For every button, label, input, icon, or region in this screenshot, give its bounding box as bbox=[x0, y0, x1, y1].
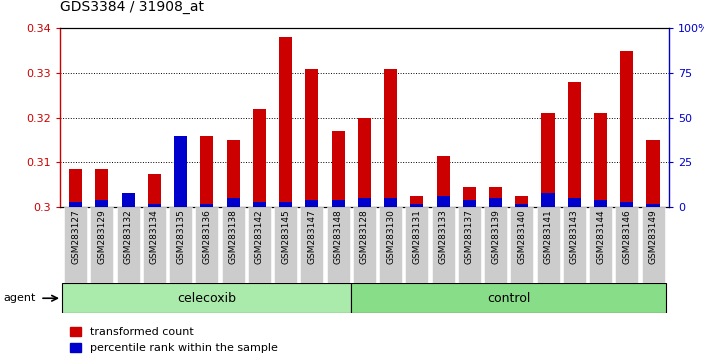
Text: GSM283148: GSM283148 bbox=[334, 209, 343, 264]
Bar bbox=[222, 207, 244, 283]
Bar bbox=[117, 207, 139, 283]
Bar bbox=[248, 207, 271, 283]
Bar bbox=[195, 207, 218, 283]
Text: GSM283147: GSM283147 bbox=[308, 209, 316, 264]
Bar bbox=[358, 198, 371, 207]
Text: GSM283130: GSM283130 bbox=[386, 209, 395, 264]
Bar bbox=[174, 158, 187, 207]
Bar bbox=[567, 82, 581, 207]
Bar bbox=[351, 283, 666, 313]
Bar bbox=[436, 196, 450, 207]
Bar bbox=[463, 200, 476, 207]
Bar bbox=[379, 207, 402, 283]
Bar bbox=[227, 198, 239, 207]
Bar bbox=[69, 169, 82, 207]
Bar bbox=[69, 202, 82, 207]
Bar bbox=[253, 202, 266, 207]
Text: GSM283128: GSM283128 bbox=[360, 209, 369, 264]
Bar bbox=[646, 204, 660, 207]
Text: GSM283137: GSM283137 bbox=[465, 209, 474, 264]
Bar bbox=[594, 113, 607, 207]
Bar bbox=[510, 207, 534, 283]
Bar bbox=[641, 207, 665, 283]
Bar bbox=[541, 193, 555, 207]
Text: GSM283143: GSM283143 bbox=[570, 209, 579, 264]
Bar bbox=[63, 283, 351, 313]
Text: celecoxib: celecoxib bbox=[177, 292, 237, 305]
Bar bbox=[567, 198, 581, 207]
Bar bbox=[410, 196, 423, 207]
Bar bbox=[358, 118, 371, 207]
Bar bbox=[253, 109, 266, 207]
Bar bbox=[95, 200, 108, 207]
Bar bbox=[515, 196, 529, 207]
Text: GSM283133: GSM283133 bbox=[439, 209, 448, 264]
Bar bbox=[306, 69, 318, 207]
Bar bbox=[332, 200, 345, 207]
Text: GSM283146: GSM283146 bbox=[622, 209, 631, 264]
Bar bbox=[353, 207, 376, 283]
Text: GSM283127: GSM283127 bbox=[71, 209, 80, 264]
Text: GSM283129: GSM283129 bbox=[97, 209, 106, 264]
Bar bbox=[489, 198, 502, 207]
Bar bbox=[458, 207, 481, 283]
Text: GSM283141: GSM283141 bbox=[543, 209, 553, 264]
Bar bbox=[406, 207, 428, 283]
Text: GSM283131: GSM283131 bbox=[413, 209, 421, 264]
Bar bbox=[615, 207, 639, 283]
Bar bbox=[148, 204, 161, 207]
Bar bbox=[306, 200, 318, 207]
Bar bbox=[301, 207, 323, 283]
Text: agent: agent bbox=[4, 293, 36, 303]
Text: GSM283145: GSM283145 bbox=[281, 209, 290, 264]
Text: GSM283135: GSM283135 bbox=[176, 209, 185, 264]
Text: GSM283136: GSM283136 bbox=[202, 209, 211, 264]
Text: GSM283142: GSM283142 bbox=[255, 209, 264, 264]
Bar bbox=[594, 200, 607, 207]
Text: GSM283144: GSM283144 bbox=[596, 209, 605, 264]
Bar bbox=[143, 207, 166, 283]
Bar bbox=[279, 202, 292, 207]
Bar bbox=[122, 193, 134, 207]
Bar bbox=[384, 198, 397, 207]
Bar bbox=[332, 131, 345, 207]
Bar bbox=[148, 173, 161, 207]
Bar bbox=[515, 204, 529, 207]
Text: GSM283132: GSM283132 bbox=[124, 209, 132, 264]
Bar bbox=[327, 207, 350, 283]
Bar bbox=[174, 136, 187, 207]
Bar bbox=[541, 113, 555, 207]
Bar bbox=[410, 204, 423, 207]
Bar bbox=[274, 207, 297, 283]
Text: GSM283139: GSM283139 bbox=[491, 209, 500, 264]
Bar bbox=[122, 205, 134, 207]
Bar bbox=[536, 207, 560, 283]
Text: GDS3384 / 31908_at: GDS3384 / 31908_at bbox=[60, 0, 204, 14]
Bar bbox=[64, 207, 87, 283]
Bar bbox=[200, 204, 213, 207]
Bar bbox=[646, 140, 660, 207]
Text: GSM283138: GSM283138 bbox=[229, 209, 237, 264]
Bar bbox=[90, 207, 113, 283]
Text: GSM283149: GSM283149 bbox=[648, 209, 658, 264]
Bar bbox=[620, 51, 634, 207]
Bar bbox=[279, 37, 292, 207]
Text: control: control bbox=[487, 292, 530, 305]
Bar bbox=[562, 207, 586, 283]
Bar bbox=[436, 156, 450, 207]
Bar bbox=[484, 207, 507, 283]
Bar bbox=[589, 207, 612, 283]
Bar bbox=[463, 187, 476, 207]
Text: GSM283134: GSM283134 bbox=[150, 209, 159, 264]
Bar bbox=[620, 202, 634, 207]
Bar bbox=[200, 136, 213, 207]
Bar bbox=[489, 187, 502, 207]
Bar bbox=[95, 169, 108, 207]
Bar bbox=[384, 69, 397, 207]
Legend: transformed count, percentile rank within the sample: transformed count, percentile rank withi… bbox=[65, 322, 282, 354]
Text: GSM283140: GSM283140 bbox=[517, 209, 527, 264]
Bar bbox=[432, 207, 455, 283]
Bar bbox=[169, 207, 192, 283]
Bar bbox=[227, 140, 239, 207]
